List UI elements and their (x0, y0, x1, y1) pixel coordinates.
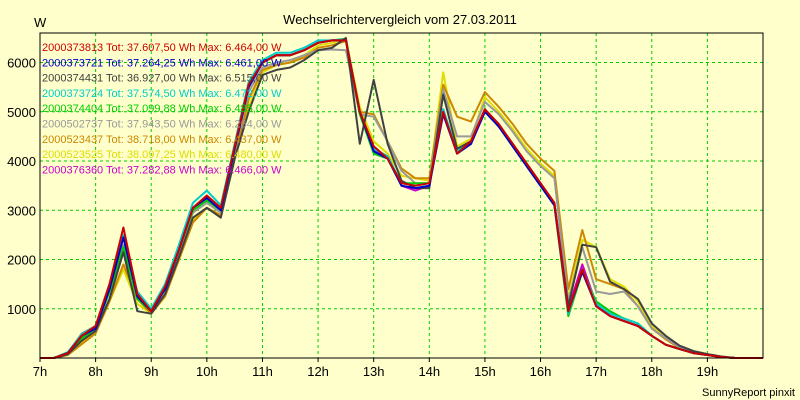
y-tick-label: 3000 (7, 203, 36, 218)
x-tick-label: 17h (585, 364, 607, 379)
x-tick-label: 7h (33, 364, 47, 379)
x-tick-label: 14h (418, 364, 440, 379)
legend-entry-2000374404: 2000374404 Tot: 37.099,88 Wh Max: 6.485,… (42, 103, 282, 115)
legend-entry-2000502737: 2000502737 Tot: 37.943,50 Wh Max: 6.264,… (42, 119, 282, 131)
footer-credit: SunnyReport pinxit (702, 387, 795, 399)
x-tick-label: 10h (196, 364, 218, 379)
legend-entry-2000373724: 2000373724 Tot: 37.574,50 Wh Max: 6.472,… (42, 88, 282, 100)
series-layer (40, 36, 763, 359)
x-tick-label: 13h (363, 364, 385, 379)
y-tick-label: 2000 (7, 253, 36, 268)
plot-frame (39, 32, 764, 359)
y-axis-label: W (34, 15, 47, 30)
gridlines (40, 33, 763, 358)
x-tick-label: 8h (88, 364, 102, 379)
x-tick-label: 12h (307, 364, 329, 379)
y-tick-label: 1000 (7, 302, 36, 317)
x-tick-label: 18h (641, 364, 663, 379)
legend-entry-2000376360: 2000376360 Tot: 37.282,88 Wh Max: 6.466,… (42, 164, 282, 176)
y-tick-label: 6000 (7, 56, 36, 71)
x-tick-label: 11h (252, 364, 273, 379)
y-tick-label: 5000 (7, 105, 36, 120)
series-line-2000374431 (40, 36, 763, 359)
x-tick-label: 15h (474, 364, 496, 379)
y-tick-label: 4000 (7, 154, 36, 169)
legend-entry-2000523525: 2000523525 Tot: 38.097,25 Wh Max: 6.480,… (42, 149, 282, 161)
legend-entry-2000373813: 2000373813 Tot: 37.607,50 Wh Max: 6.464,… (42, 42, 282, 54)
x-tick-label: 9h (144, 364, 158, 379)
axes: 1000 2000 3000 4000 5000 6000 7h 8h 9h 10h 11h 12h 1… (7, 32, 764, 379)
x-tick-label: 19h (697, 364, 719, 379)
x-tick-label: 16h (530, 364, 552, 379)
legend-entry-2000373721: 2000373721 Tot: 37.264,25 Wh Max: 6.461,… (42, 57, 282, 69)
legend-entry-2000523437: 2000523437 Tot: 38.718,00 Wh Max: 6.437,… (42, 134, 282, 146)
legend: 2000373813 Tot: 37.607,50 Wh Max: 6.464,… (42, 42, 282, 176)
series-line-2000373813 (40, 39, 763, 359)
legend-entry-2000374431: 2000374431 Tot: 36.927,00 Wh Max: 6.515,… (42, 73, 282, 85)
chart-title: Wechselrichtervergleich vom 27.03.2011 (283, 12, 517, 27)
